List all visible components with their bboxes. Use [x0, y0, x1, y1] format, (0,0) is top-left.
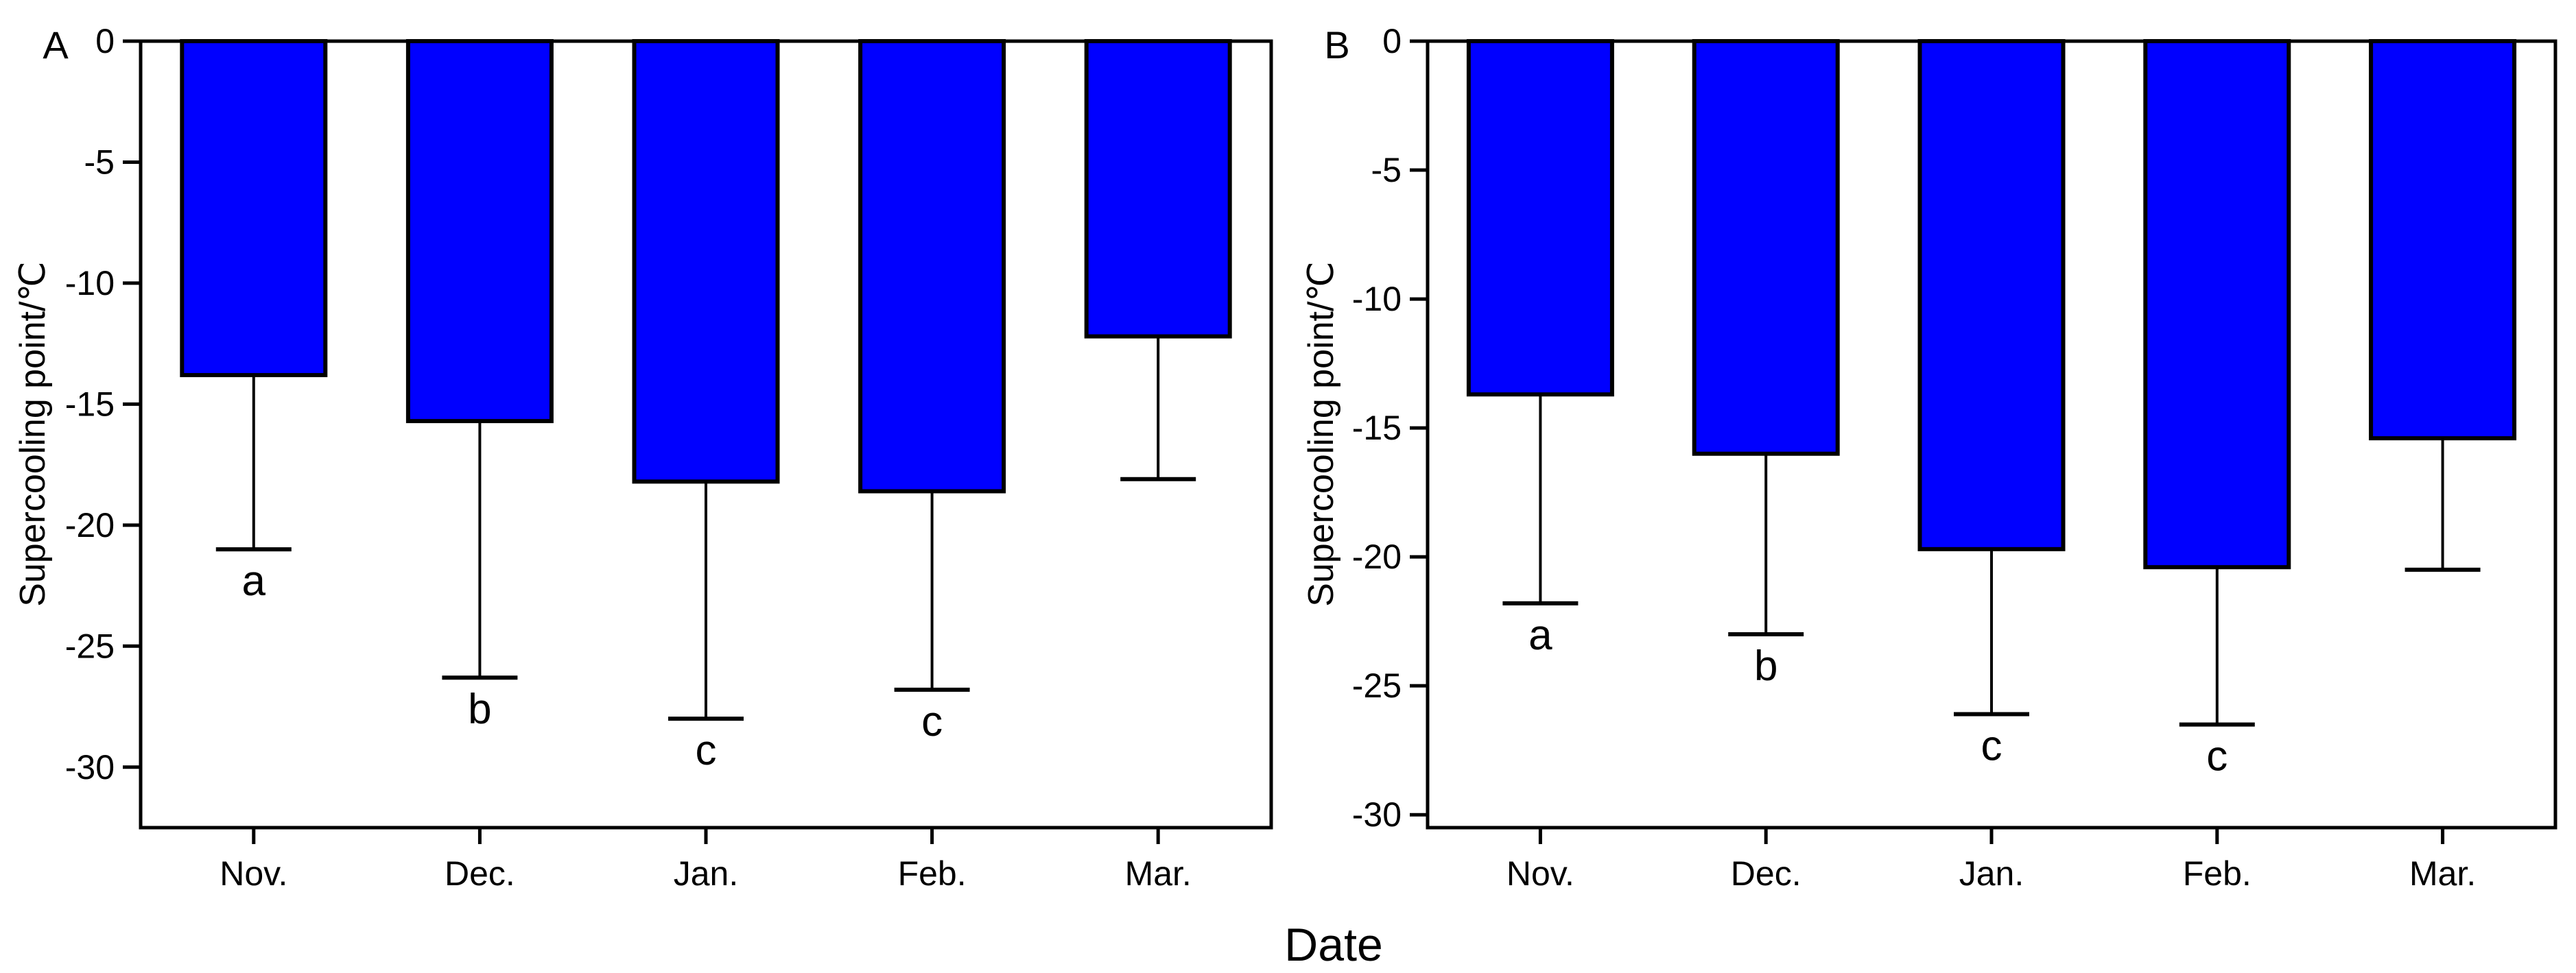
- y-tick-label: -25: [65, 627, 115, 665]
- bar-a-jan: [632, 39, 780, 484]
- panel-label-b: B: [1324, 23, 1350, 67]
- y-tick-label: -15: [1352, 409, 1402, 447]
- bar-b-feb: [2143, 39, 2291, 570]
- y-tick-label: -20: [65, 506, 115, 544]
- bar-b-jan: [1917, 39, 2066, 551]
- y-tick-label: -15: [65, 385, 115, 423]
- bar-a-mar: [1084, 39, 1232, 339]
- bar-a-nov: [180, 39, 328, 378]
- y-tick-label: -5: [84, 143, 115, 181]
- y-tick-label: -10: [65, 264, 115, 302]
- sig-letter-a-dec: b: [468, 686, 491, 733]
- panel-b: 0 -5 -10 -15 -20 -25 -30 Nov. Dec. Jan. Feb. Mar. a b…: [1352, 22, 2557, 893]
- x-tick-label: Dec.: [445, 854, 515, 893]
- x-tick-label: Jan.: [1959, 854, 2024, 893]
- sig-letter-a-jan: c: [696, 727, 717, 774]
- y-tick-label: 0: [1382, 22, 1402, 60]
- y-tick-label: -30: [1352, 795, 1402, 834]
- y-axis-title-b: Supercooling point/℃: [1301, 261, 1341, 607]
- sig-letter-b-jan: c: [1981, 723, 2002, 770]
- x-tick-label: Nov.: [1506, 854, 1574, 893]
- x-tick-label: Nov.: [220, 854, 287, 893]
- sig-letter-a-feb: c: [921, 698, 943, 745]
- bar-b-nov: [1466, 39, 1614, 397]
- x-tick-label: Jan.: [674, 854, 739, 893]
- y-tick-label: -5: [1371, 151, 1402, 189]
- sig-letter-b-feb: c: [2206, 733, 2228, 780]
- y-tick-label: -25: [1352, 666, 1402, 705]
- panel-label-a: A: [43, 23, 69, 67]
- x-tick-label: Feb.: [2183, 854, 2252, 893]
- y-tick-label: 0: [95, 22, 115, 60]
- x-tick-label: Mar.: [2409, 854, 2476, 893]
- bar-b-dec: [1692, 39, 1840, 456]
- x-tick-label: Mar.: [1125, 854, 1192, 893]
- y-tick-label: -20: [1352, 538, 1402, 576]
- panel-a: 0 -5 -10 -15 -20 -25 -30 Nov. Dec. Jan. Feb. Mar. a b…: [65, 22, 1273, 893]
- sig-letter-a-nov: a: [242, 557, 266, 605]
- y-tick-label: -10: [1352, 280, 1402, 318]
- plot-frame-a: [139, 39, 1273, 830]
- x-tick-label: Feb.: [898, 854, 967, 893]
- sig-letter-b-nov: a: [1528, 612, 1552, 659]
- y-tick-label: -30: [65, 748, 115, 786]
- bar-b-mar: [2369, 39, 2517, 441]
- plot-frame-b: [1426, 39, 2557, 830]
- x-axis-title: Date: [1284, 919, 1383, 971]
- bar-a-dec: [405, 39, 554, 424]
- bar-a-feb: [858, 39, 1006, 494]
- x-tick-label: Dec.: [1731, 854, 1801, 893]
- sig-letter-b-dec: b: [1754, 642, 1777, 690]
- y-axis-title-a: Supercooling point/℃: [13, 261, 53, 607]
